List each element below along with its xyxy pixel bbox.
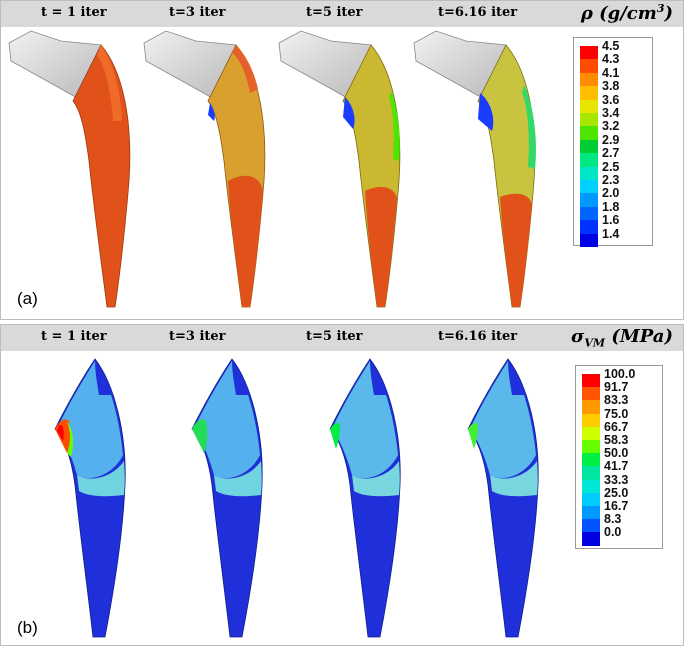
quantity-subscript: VM: [584, 336, 606, 350]
stress-legend-swatch: [582, 492, 600, 506]
density-legend-tick-label: 4.3: [602, 52, 620, 67]
step-title-2: t=3 iter: [169, 329, 226, 344]
panel-label-b: (b): [17, 618, 38, 637]
stress-legend-tick-label: 25.0: [604, 485, 629, 500]
density-legend-tick-label: 1.8: [602, 199, 620, 214]
density-legend-swatch: [580, 193, 598, 207]
stress-legend-tick-label: 66.7: [604, 419, 629, 434]
implant-stress-t6: [467, 358, 539, 638]
density-legend-tick-label: 2.5: [602, 159, 620, 174]
density-legend-tick-label: 3.8: [602, 79, 620, 94]
density-legend-swatch: [580, 46, 598, 60]
density-legend-tick-label: 3.6: [602, 92, 620, 107]
density-legend-swatch: [580, 86, 598, 100]
density-legend-swatch: [580, 153, 598, 167]
density-legend: 4.5 4.3 4.1 3.8 3.6 3.4 3.2 2.9 2.7 2.5 2.3 2.0 1.8 1…: [573, 37, 653, 247]
quantity-unit: (g/cm: [599, 3, 657, 24]
implant-stress-t1: [54, 358, 126, 638]
stress-legend-swatch: [582, 532, 600, 546]
density-implant-scene: [8, 30, 536, 308]
quantity-exponent: 3: [656, 2, 665, 15]
stress-implant-scene: [54, 358, 539, 638]
density-legend-swatch: [580, 113, 598, 127]
density-legend-tick-label: 2.3: [602, 173, 620, 187]
density-legend-tick-label: 3.4: [602, 106, 620, 120]
stress-legend-tick-label: 50.0: [604, 446, 629, 461]
stress-legend-tick-label: 83.3: [604, 393, 629, 408]
density-legend-tick-label: 2.7: [602, 146, 620, 161]
panel-density: t = 1 iter t=3 iter t=5 iter t=6.16 iter…: [0, 0, 684, 320]
stress-legend-swatch: [582, 400, 600, 414]
implant-stress-t5: [329, 358, 401, 638]
step-title-1: t = 1 iter: [41, 5, 107, 20]
stress-legend-swatch: [582, 453, 600, 467]
implant-density-t5: [278, 30, 401, 308]
stress-legend-tick-label: 8.3: [604, 512, 622, 527]
stress-legend-swatch: [582, 479, 600, 493]
stress-quantity-label: σVM (MPa): [571, 326, 673, 350]
stress-legend: 100.0 91.7 83.3 75.0 66.7 58.3 50.0 41.7 33.3 25.…: [575, 365, 663, 549]
stress-legend-tick-label: 0.0: [604, 525, 622, 540]
density-legend-tick-label: 2.0: [602, 186, 620, 201]
density-legend-swatch: [580, 99, 598, 113]
density-quantity-label: ρ (g/cm3): [581, 2, 673, 24]
implant-density-t3: [143, 30, 266, 308]
stress-legend-tick-label: 75.0: [604, 406, 629, 421]
panel-stress: t = 1 iter t=3 iter t=5 iter t=6.16 iter…: [0, 324, 684, 646]
stress-legend-swatch: [582, 413, 600, 427]
implant-density-t1: [8, 30, 131, 308]
stress-legend-tick-label: 58.3: [604, 433, 629, 447]
step-title-3: t=5 iter: [306, 5, 363, 20]
panel-a-header: t = 1 iter t=3 iter t=5 iter t=6.16 iter…: [1, 1, 683, 27]
density-legend-swatch: [580, 59, 598, 73]
density-legend-tick-label: 2.9: [602, 132, 620, 147]
density-legend-swatch: [580, 206, 598, 221]
density-legend-swatch: [580, 233, 598, 247]
density-legend-swatch: [580, 72, 598, 87]
step-title-1: t = 1 iter: [41, 329, 107, 344]
quantity-close: ): [664, 3, 673, 24]
panel-b-header: t = 1 iter t=3 iter t=5 iter t=6.16 iter…: [1, 325, 683, 351]
stress-legend-tick-label: 16.7: [604, 499, 629, 513]
implant-density-t6: [413, 30, 536, 308]
density-legend-tick-label: 4.5: [602, 39, 620, 53]
stress-legend-tick-label: 100.0: [604, 367, 636, 381]
panel-label-a: (a): [17, 289, 38, 308]
stress-legend-tick-label: 33.3: [604, 472, 629, 487]
quantity-unit: (MPa): [611, 326, 673, 347]
density-legend-swatch: [580, 126, 598, 140]
stress-legend-tick-label: 91.7: [604, 380, 629, 395]
density-legend-tick-label: 1.6: [602, 213, 620, 228]
density-legend-swatch: [580, 220, 598, 234]
stress-legend-swatch: [582, 426, 600, 440]
step-title-4: t=6.16 iter: [438, 329, 518, 344]
step-title-4: t=6.16 iter: [438, 5, 518, 20]
stress-legend-swatch: [582, 440, 600, 454]
density-legend-tick-label: 1.4: [602, 226, 620, 241]
density-legend-swatch: [580, 180, 598, 194]
stress-legend-swatch: [582, 374, 600, 388]
quantity-symbol: σ: [571, 326, 585, 347]
step-title-2: t=3 iter: [169, 5, 226, 20]
stress-legend-swatch: [582, 387, 600, 401]
density-legend-tick-label: 3.2: [602, 119, 620, 134]
density-legend-swatch: [580, 139, 598, 154]
stress-legend-tick-label: 41.7: [604, 459, 629, 474]
implant-stress-t3: [191, 358, 263, 638]
quantity-symbol: ρ: [580, 3, 593, 24]
stress-legend-swatch: [582, 466, 600, 480]
stress-legend-swatch: [582, 519, 600, 533]
density-legend-swatch: [580, 166, 598, 180]
step-title-3: t=5 iter: [306, 329, 363, 344]
density-legend-tick-label: 4.1: [602, 65, 620, 80]
stress-legend-swatch: [582, 506, 600, 520]
